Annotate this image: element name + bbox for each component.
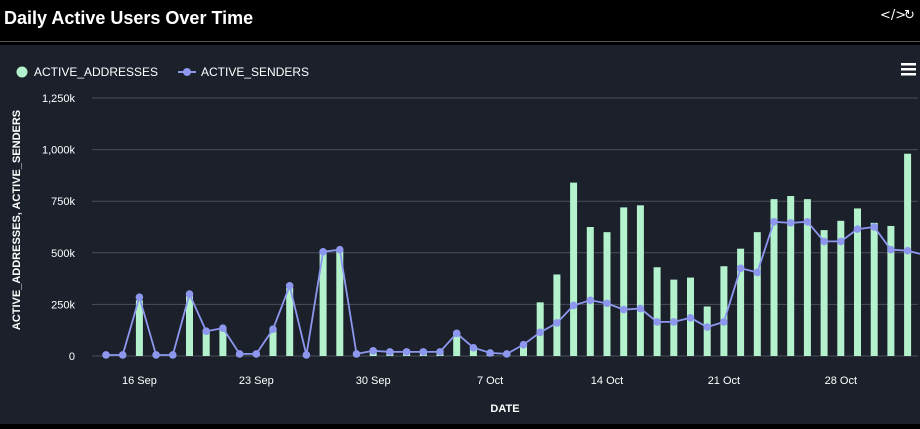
x-tick-label: 14 Oct xyxy=(591,375,623,387)
bar[interactable] xyxy=(821,230,828,356)
x-axis-title: DATE xyxy=(490,403,519,415)
line-point[interactable] xyxy=(553,319,561,327)
line-point[interactable] xyxy=(870,223,878,231)
line-point[interactable] xyxy=(353,350,361,358)
y-tick-label: 0 xyxy=(69,351,75,363)
bar[interactable] xyxy=(570,183,577,356)
line-point[interactable] xyxy=(754,269,762,277)
line-point[interactable] xyxy=(787,219,795,227)
y-tick-label: 1,000k xyxy=(42,145,76,157)
line-point[interactable] xyxy=(820,238,828,246)
line-point[interactable] xyxy=(904,247,912,255)
series-line xyxy=(106,222,920,355)
chart: 0 250k 500k 750k 1,000k 1,250k 16 Sep 23 Sep 30 … xyxy=(0,45,920,424)
line-point[interactable] xyxy=(119,351,127,359)
line-point[interactable] xyxy=(703,323,711,331)
line-point[interactable] xyxy=(653,318,661,326)
x-tick-label: 28 Oct xyxy=(825,375,857,387)
line-point[interactable] xyxy=(420,348,428,356)
line-point[interactable] xyxy=(286,282,294,290)
y-tick-label: 250k xyxy=(51,299,75,311)
line-point[interactable] xyxy=(202,327,210,335)
line-point[interactable] xyxy=(570,302,578,310)
line-point[interactable] xyxy=(837,238,845,246)
line-point[interactable] xyxy=(854,225,862,233)
bar[interactable] xyxy=(754,232,761,356)
bar[interactable] xyxy=(904,154,911,356)
line-point[interactable] xyxy=(186,290,194,298)
legend-line-marker xyxy=(183,68,191,76)
y-axis-title: ACTIVE_ADDRESSES, ACTIVE_SENDERS xyxy=(11,110,23,330)
x-tick-label: 21 Oct xyxy=(708,375,740,387)
line-point[interactable] xyxy=(303,351,311,359)
line-point[interactable] xyxy=(503,350,511,358)
line-point[interactable] xyxy=(219,324,227,332)
line-point[interactable] xyxy=(804,218,812,226)
x-tick-label: 7 Oct xyxy=(477,375,503,387)
line-point[interactable] xyxy=(336,246,344,254)
line-point[interactable] xyxy=(236,350,244,358)
line-point[interactable] xyxy=(887,246,895,254)
line-point[interactable] xyxy=(520,341,528,349)
line-point[interactable] xyxy=(269,325,277,333)
code-icon[interactable]: </> xyxy=(880,8,906,23)
line-point[interactable] xyxy=(687,314,695,322)
bar[interactable] xyxy=(620,207,627,356)
line-point[interactable] xyxy=(536,328,544,336)
line-point[interactable] xyxy=(603,300,611,308)
line-point[interactable] xyxy=(486,349,494,357)
line-point[interactable] xyxy=(436,348,444,356)
line-point[interactable] xyxy=(102,351,110,359)
bar[interactable] xyxy=(654,267,661,356)
line-point[interactable] xyxy=(136,293,144,301)
line-point[interactable] xyxy=(737,264,745,272)
line-point[interactable] xyxy=(152,351,160,359)
line-point[interactable] xyxy=(169,351,177,359)
y-tick-label: 1,250k xyxy=(42,93,76,105)
chart-panel: 0 250k 500k 750k 1,000k 1,250k 16 Sep 23 Sep 30 … xyxy=(0,45,920,424)
line-point[interactable] xyxy=(670,318,678,326)
line-point[interactable] xyxy=(620,306,628,314)
y-tick-label: 750k xyxy=(51,196,75,208)
bar[interactable] xyxy=(871,223,878,356)
header: Daily Active Users Over Time </> ↻ xyxy=(0,0,920,40)
bar[interactable] xyxy=(637,205,644,356)
line-point[interactable] xyxy=(386,348,394,356)
x-tick-label: 23 Sep xyxy=(239,375,274,387)
header-divider xyxy=(0,41,920,42)
bar[interactable] xyxy=(587,227,594,356)
line-point[interactable] xyxy=(470,344,478,352)
line-point[interactable] xyxy=(720,318,728,326)
x-tick-label: 16 Sep xyxy=(122,375,157,387)
legend-bar-swatch xyxy=(17,67,28,78)
line-point[interactable] xyxy=(319,248,327,256)
legend-item-active-senders[interactable]: ACTIVE_SENDERS xyxy=(201,65,309,79)
hamburger-menu-icon[interactable] xyxy=(901,63,916,76)
line-point[interactable] xyxy=(453,329,461,337)
line-point[interactable] xyxy=(637,305,645,313)
y-tick-label: 500k xyxy=(51,248,75,260)
line-point[interactable] xyxy=(770,218,778,226)
x-tick-label: 30 Sep xyxy=(356,375,391,387)
legend-item-active-addresses[interactable]: ACTIVE_ADDRESSES xyxy=(34,65,158,79)
bar[interactable] xyxy=(704,306,711,356)
bar[interactable] xyxy=(553,274,560,356)
line-point[interactable] xyxy=(587,296,595,304)
refresh-icon[interactable]: ↻ xyxy=(904,8,915,23)
line-point[interactable] xyxy=(403,348,411,356)
page-title: Daily Active Users Over Time xyxy=(4,8,253,29)
line-point[interactable] xyxy=(252,350,260,358)
bar[interactable] xyxy=(604,232,611,356)
bar[interactable] xyxy=(670,280,677,356)
axis-layer: 0 250k 500k 750k 1,000k 1,250k 16 Sep 23 Sep 30 … xyxy=(42,93,857,387)
line-point[interactable] xyxy=(369,347,377,355)
